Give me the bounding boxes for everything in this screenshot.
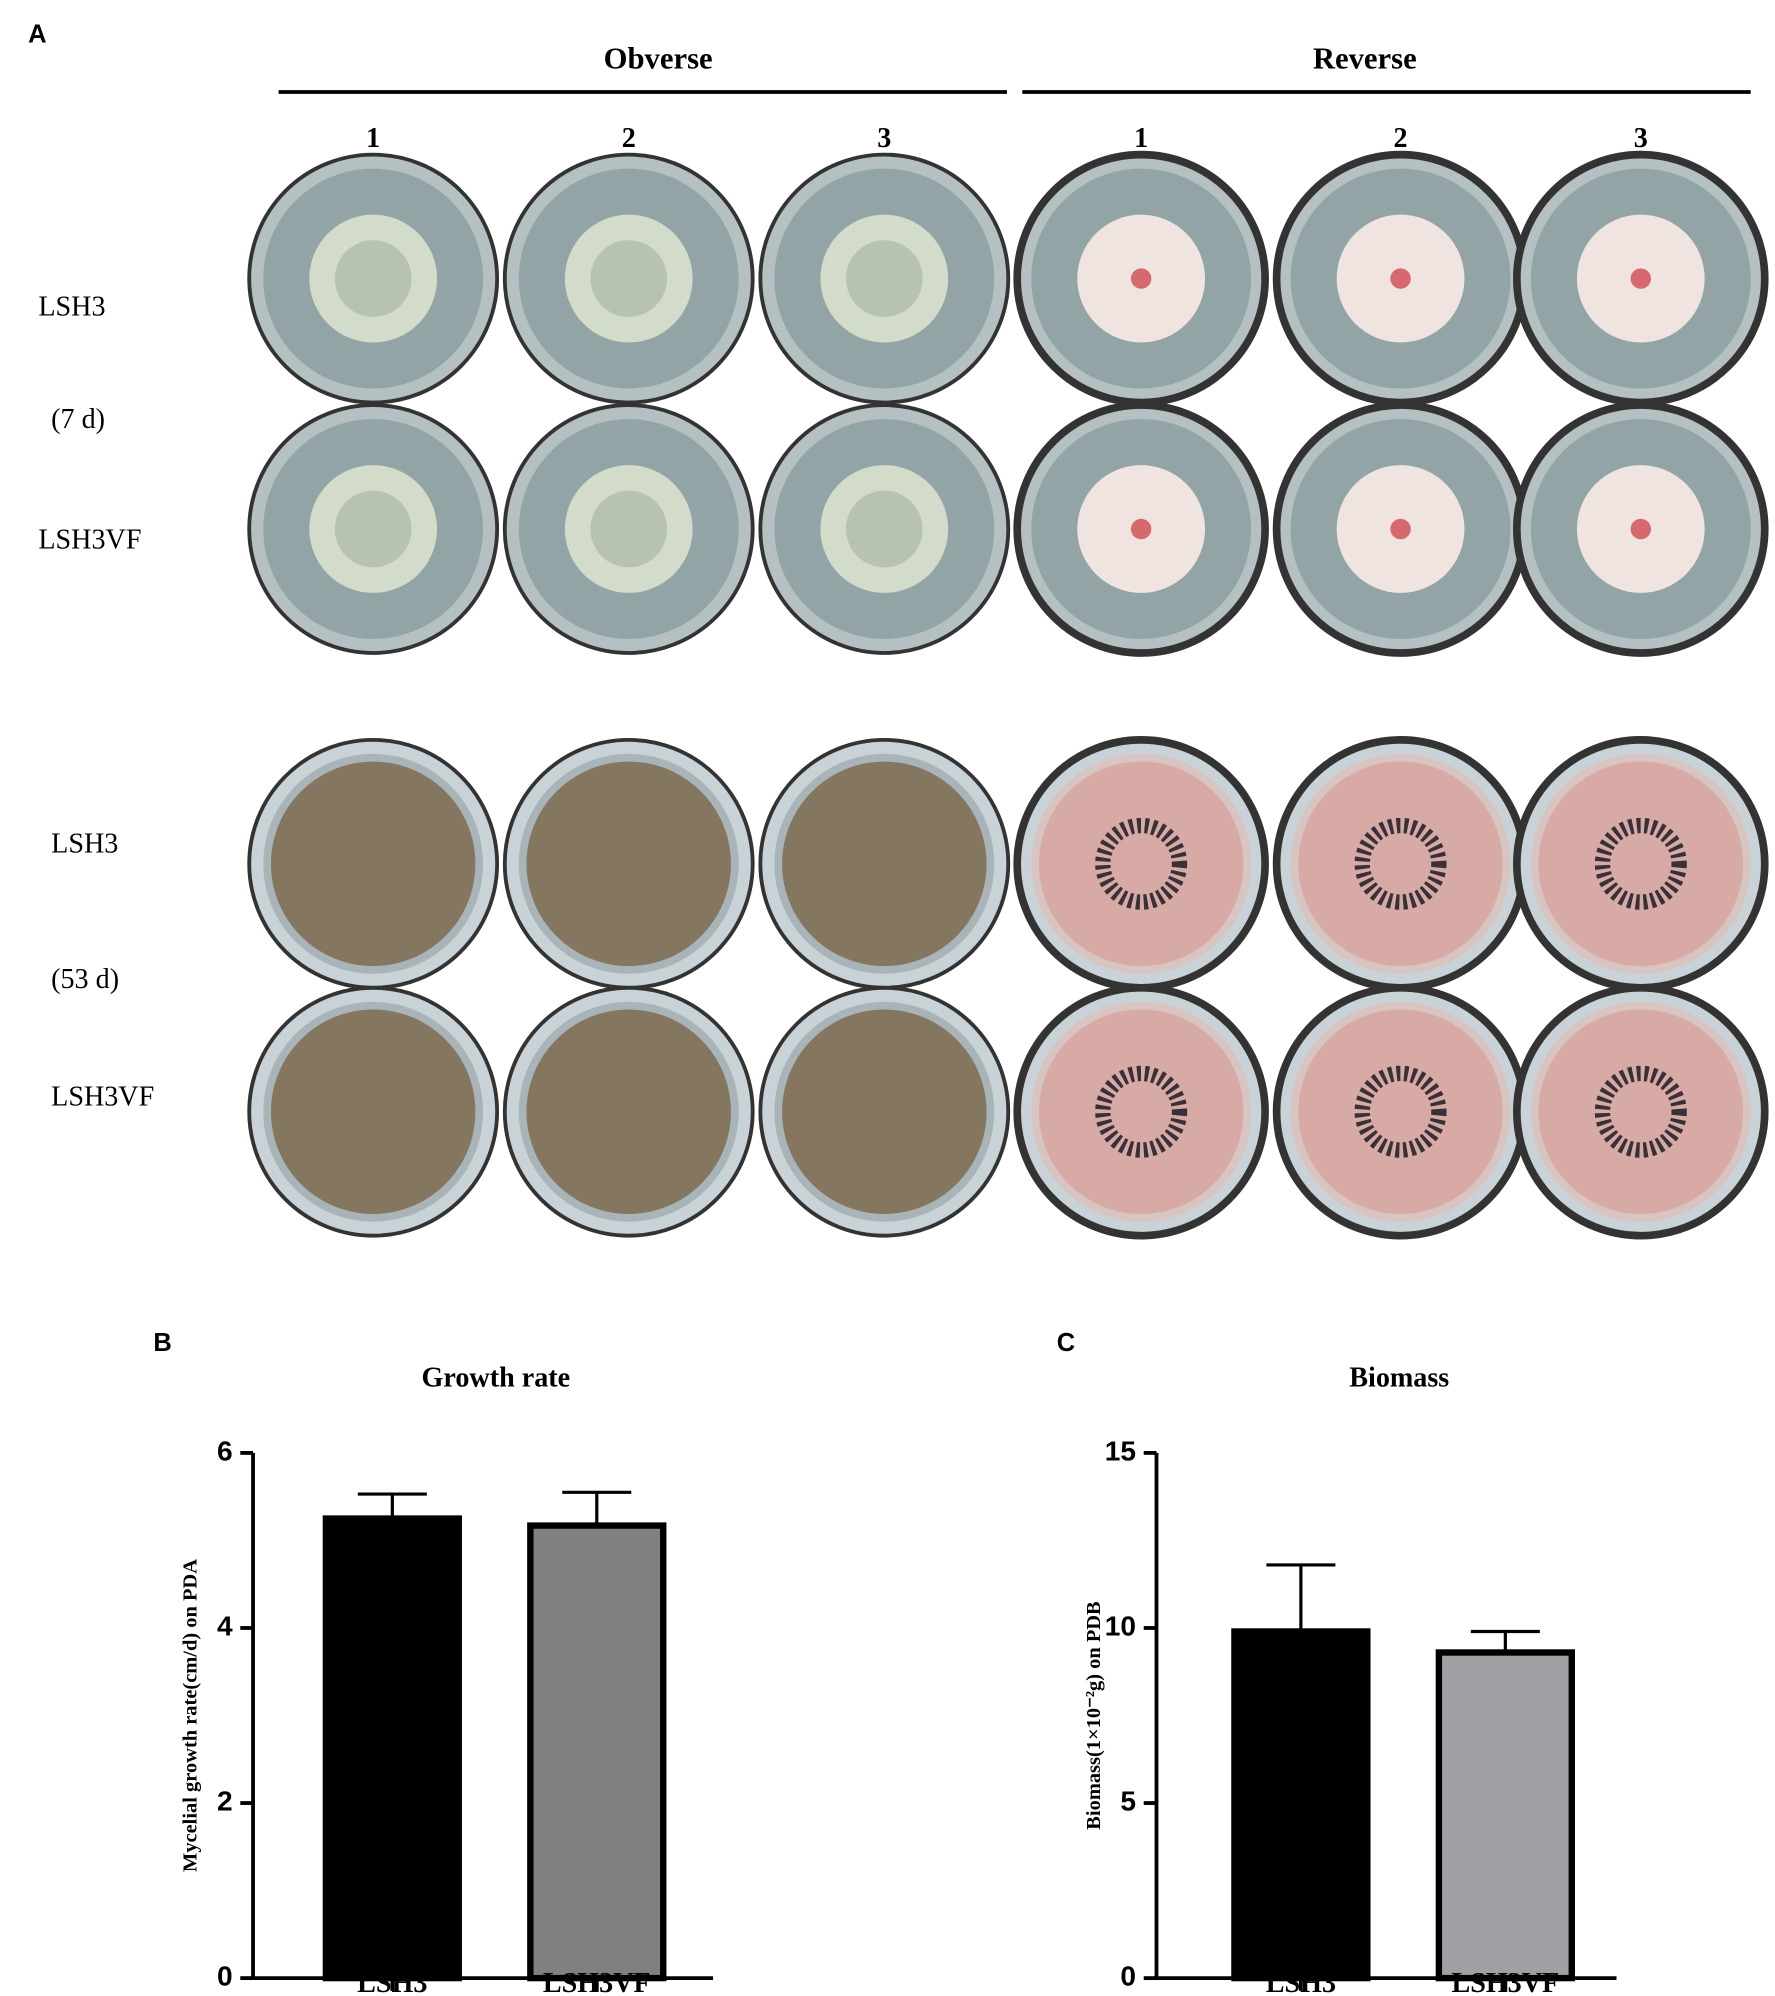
column-label: 3 — [1634, 123, 1648, 154]
sclerotia-ring — [1354, 817, 1447, 910]
colony-center — [845, 240, 923, 317]
row-label: LSH3 — [38, 292, 105, 323]
sclerotia-ring — [1095, 1065, 1188, 1158]
bar — [1231, 1628, 1371, 1982]
x-tick-label: LSH3VF — [543, 1968, 651, 1996]
column-label: 3 — [877, 123, 891, 154]
colony-center — [334, 240, 412, 317]
bar — [1435, 1649, 1575, 1982]
y-tick-label: 15 — [1105, 1435, 1136, 1466]
y-tick-label: 2 — [217, 1785, 233, 1816]
colony-center — [1130, 268, 1152, 289]
chart-title: Growth rate — [422, 1363, 571, 1394]
column-label: 2 — [1394, 123, 1408, 154]
colony — [270, 761, 476, 967]
row-label: (7 d) — [51, 404, 105, 435]
colony — [1298, 1009, 1503, 1214]
column-label: 1 — [1134, 123, 1148, 154]
column-label: 2 — [622, 123, 636, 154]
sclerotia-ring — [1594, 817, 1687, 910]
colony-center — [1630, 518, 1652, 540]
colony — [782, 1009, 987, 1214]
y-tick-label: 0 — [1120, 1961, 1136, 1992]
colony-center — [1390, 518, 1411, 540]
colony — [526, 761, 731, 967]
x-tick-label: LSH3VF — [1451, 1968, 1559, 1996]
header: Reverse — [1313, 41, 1417, 75]
y-tick-label: 4 — [217, 1610, 233, 1641]
colony-center — [1130, 518, 1152, 540]
column-label: 1 — [366, 123, 380, 154]
y-tick-label: 6 — [217, 1435, 233, 1466]
colony-center — [590, 490, 668, 568]
colony — [1538, 761, 1744, 967]
colony-center — [590, 240, 668, 317]
row-label: LSH3 — [51, 828, 118, 859]
colony — [1038, 1009, 1244, 1214]
panel-label: A — [28, 21, 46, 49]
y-axis-label: Mycelial growth rate(cm/d) on PDA — [179, 1559, 201, 1872]
panel-label: C — [1057, 1329, 1075, 1357]
row-label: LSH3VF — [38, 524, 141, 555]
colony — [782, 761, 987, 967]
colony — [1538, 1009, 1744, 1214]
colony-center — [845, 490, 923, 568]
y-axis-label: Biomass(1×10⁻²g) on PDB — [1083, 1601, 1105, 1830]
header: Obverse — [604, 41, 713, 75]
sclerotia-ring — [1594, 1065, 1687, 1158]
bar — [322, 1515, 462, 1982]
x-tick-label: LSH3 — [1266, 1968, 1336, 1996]
bar — [527, 1522, 667, 1982]
colony-center — [334, 490, 412, 568]
sclerotia-ring — [1095, 817, 1188, 910]
row-label: (53 d) — [51, 964, 119, 995]
colony-center — [1630, 268, 1652, 289]
colony — [1298, 761, 1503, 967]
colony — [1038, 761, 1244, 967]
panel-a: A Obverse Reverse LSH3 (7 d) LSH3VF LSH3… — [28, 21, 1751, 1112]
colony — [270, 1009, 476, 1214]
y-tick-label: 0 — [217, 1961, 233, 1992]
y-tick-label: 10 — [1105, 1610, 1136, 1641]
row-label: LSH3VF — [51, 1081, 154, 1112]
panel-label: B — [153, 1329, 171, 1357]
colony — [526, 1009, 731, 1214]
chart-title: Biomass — [1349, 1363, 1449, 1394]
sclerotia-ring — [1354, 1065, 1447, 1158]
y-tick-label: 5 — [1120, 1785, 1136, 1816]
colony-center — [1390, 268, 1411, 289]
x-tick-label: LSH3 — [357, 1968, 427, 1996]
